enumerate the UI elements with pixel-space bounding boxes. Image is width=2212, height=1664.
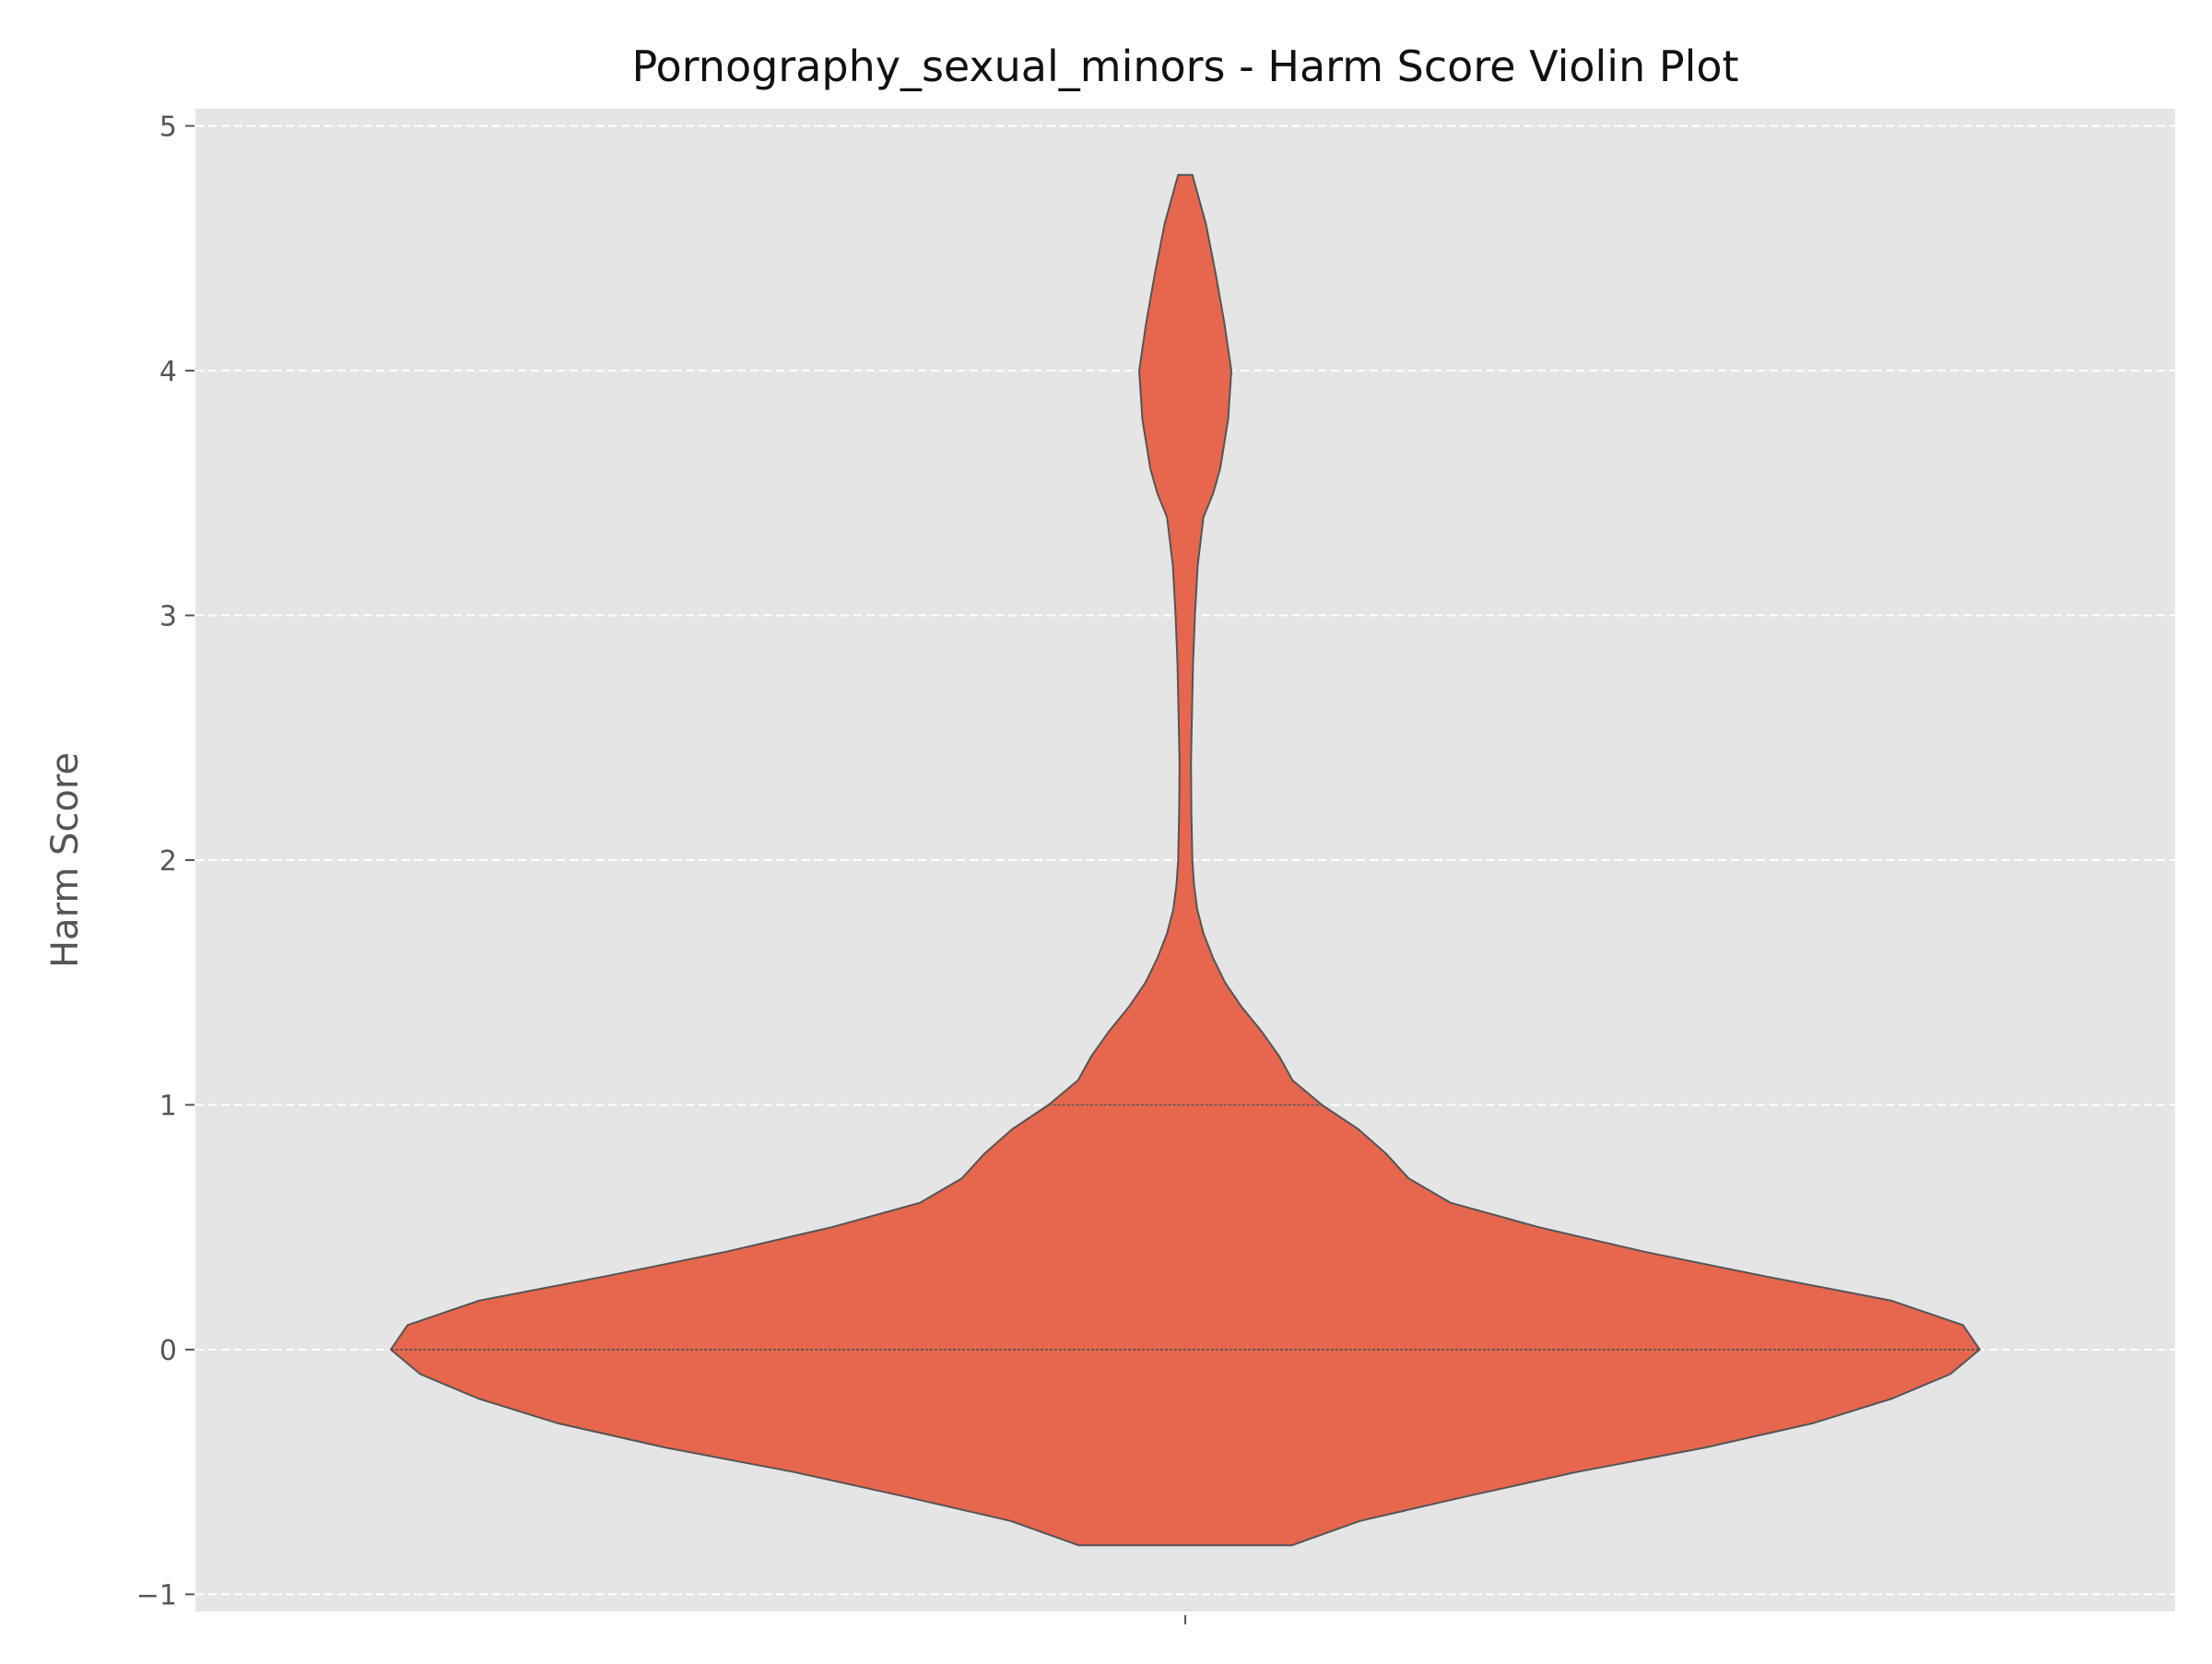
axis-layer: −1 0 1 2 3 4 5 bbox=[136, 112, 1186, 1624]
violin-body bbox=[390, 173, 1981, 1547]
y-tick-label: 1 bbox=[159, 1090, 177, 1122]
y-tick-label: 3 bbox=[159, 601, 177, 633]
y-tick-label: −1 bbox=[136, 1579, 177, 1611]
y-tick-label: 4 bbox=[159, 356, 177, 388]
y-tick-label: 2 bbox=[159, 845, 177, 878]
y-axis-label: Harm Score bbox=[44, 752, 87, 968]
violin-layer bbox=[390, 173, 1981, 1547]
y-tick-label: 5 bbox=[159, 112, 177, 144]
chart-title: Pornography_sexual_minors - Harm Score V… bbox=[631, 41, 1738, 91]
y-tick-label: 0 bbox=[159, 1335, 177, 1367]
